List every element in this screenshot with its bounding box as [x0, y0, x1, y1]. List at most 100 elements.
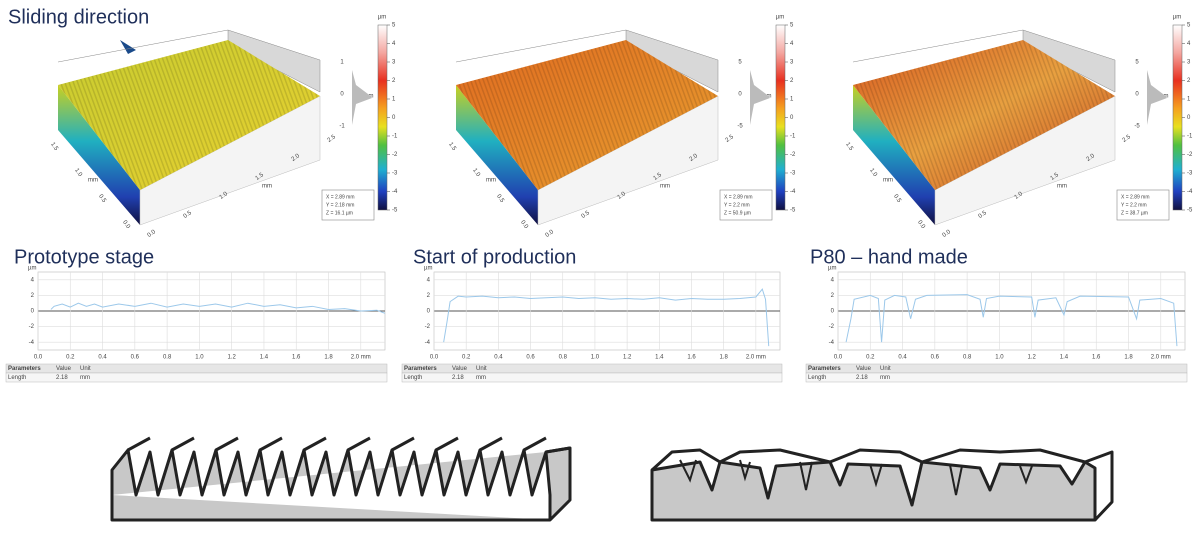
info-line: X = 2.89 mm — [326, 194, 354, 200]
colorbar-unit: µm — [776, 15, 784, 21]
surface-y-tick: 1.0 — [868, 168, 878, 179]
x-tick-label: 0.6 — [131, 355, 140, 361]
chart-title: Start of production — [413, 246, 576, 268]
table-header: Unit — [880, 366, 891, 372]
surface-z-tick: 5 — [738, 60, 742, 66]
surface-y-tick: 0.5 — [892, 194, 902, 205]
y-tick-label: 0 — [31, 309, 35, 315]
colorbar-tick-label: -2 — [392, 152, 398, 158]
surface-y-tick: 0.0 — [519, 220, 529, 231]
table-header: Unit — [80, 366, 91, 372]
colorbar-tick-label: 1 — [790, 97, 794, 103]
x-tick-label: 1.4 — [655, 355, 664, 361]
surface-x-tick: 0.5 — [183, 210, 194, 220]
surface-z-tick: 5 — [1135, 60, 1139, 66]
colorbar-tick-label: 4 — [1187, 41, 1191, 47]
info-line: X = 2.89 mm — [1121, 194, 1149, 200]
surface-x-tick: 2.5 — [725, 134, 736, 144]
colorbar-tick-label: 1 — [392, 97, 396, 103]
surface-x-unit: mm — [1057, 184, 1067, 190]
y-tick-label: -4 — [829, 340, 835, 346]
x-tick-label: 2.0 mm — [351, 355, 371, 361]
surface-z-tick: -5 — [1134, 124, 1140, 130]
info-line: X = 2.89 mm — [724, 194, 752, 200]
colorbar-tick-label: 5 — [1187, 23, 1191, 29]
colorbar-unit: µm — [378, 15, 386, 21]
x-tick-label: 1.4 — [1060, 355, 1069, 361]
x-tick-label: 1.0 — [995, 355, 1004, 361]
y-tick-label: -2 — [29, 324, 35, 330]
x-tick-label: 0.2 — [866, 355, 875, 361]
x-tick-label: 0.4 — [898, 355, 907, 361]
table-cell: mm — [880, 375, 890, 381]
surface-y-tick: 1.5 — [49, 142, 59, 153]
y-tick-label: 4 — [831, 277, 835, 283]
surface-y-tick: 0.0 — [121, 220, 131, 231]
table-cell: 2.18 — [452, 375, 464, 381]
x-tick-label: 1.0 — [195, 355, 204, 361]
colorbar-tick-label: 5 — [790, 23, 794, 29]
colorbar-tick-label: -4 — [790, 189, 796, 195]
figure: Sliding direction 1.51.00.50.0mm0.00.51.… — [0, 0, 1203, 533]
table-cell: 2.18 — [56, 375, 68, 381]
table-header: Value — [452, 366, 468, 372]
surface-y-tick: 0.5 — [97, 194, 107, 205]
colorbar-tick-label: 5 — [392, 23, 396, 29]
x-tick-label: 1.4 — [260, 355, 269, 361]
colorbar — [1173, 25, 1182, 210]
surface-x-tick: 0.0 — [147, 229, 158, 239]
x-tick-label: 1.2 — [623, 355, 632, 361]
surface-z-tick: -5 — [737, 124, 743, 130]
surface-y-unit: mm — [88, 178, 98, 184]
table-cell: mm — [80, 375, 90, 381]
profile-panel: Prototype stageµm-4-20240.00.20.40.60.81… — [6, 246, 387, 382]
colorbar-tick-label: 0 — [790, 115, 794, 121]
info-line: Z = 38.7 µm — [1121, 210, 1148, 216]
y-tick-label: 0 — [427, 309, 431, 315]
surface-x-tick: 2.5 — [1122, 134, 1133, 144]
x-tick-label: 0.2 — [462, 355, 471, 361]
colorbar-tick-label: -5 — [790, 208, 796, 214]
x-tick-label: 1.6 — [1092, 355, 1101, 361]
info-line: Y = 2.2 mm — [1121, 202, 1147, 208]
table-header: Parameters — [808, 366, 841, 372]
colorbar-tick-label: 3 — [1187, 60, 1191, 66]
y-tick-label: -2 — [829, 324, 835, 330]
colorbar-tick-label: -4 — [392, 189, 398, 195]
table-header: Value — [856, 366, 872, 372]
y-axis-label: µm — [828, 266, 836, 272]
colorbar-tick-label: 4 — [392, 41, 396, 47]
surface-panel: 1.51.00.50.0mm0.00.51.01.52.02.5mm50-5µm… — [844, 15, 1193, 239]
y-tick-label: 0 — [831, 309, 835, 315]
info-line: Z = 16.1 µm — [326, 210, 353, 216]
y-tick-label: 4 — [427, 277, 431, 283]
surface-y-tick: 1.5 — [844, 142, 854, 153]
colorbar-tick-label: 3 — [392, 60, 396, 66]
colorbar-tick-label: -5 — [392, 208, 398, 214]
x-tick-label: 2.0 mm — [1151, 355, 1171, 361]
colorbar — [378, 25, 387, 210]
x-tick-label: 0.2 — [66, 355, 75, 361]
y-tick-label: -4 — [425, 340, 431, 346]
colorbar-tick-label: 1 — [1187, 97, 1191, 103]
x-tick-label: 0.0 — [430, 355, 439, 361]
colorbar-tick-label: -3 — [1187, 171, 1193, 177]
table-header: Unit — [476, 366, 487, 372]
colorbar-tick-label: -4 — [1187, 189, 1193, 195]
colorbar-tick-label: -2 — [790, 152, 796, 158]
surface-panel: 1.51.00.50.0mm0.00.51.01.52.02.5mm10-1µm… — [49, 15, 398, 239]
surface-z-tick: 0 — [340, 92, 344, 98]
surface-z-tick: -1 — [339, 124, 345, 130]
surface-x-tick: 0.5 — [581, 210, 592, 220]
colorbar-tick-label: 4 — [790, 41, 794, 47]
schematic-random — [652, 450, 1112, 520]
colorbar-unit: µm — [1173, 15, 1181, 21]
surface-z-tick: 1 — [340, 60, 344, 66]
colorbar-tick-label: -3 — [392, 171, 398, 177]
height-histogram — [352, 70, 372, 125]
colorbar-tick-label: 0 — [1187, 115, 1191, 121]
surface-y-tick: 1.5 — [447, 142, 457, 153]
x-tick-label: 1.6 — [292, 355, 301, 361]
colorbar-tick-label: -3 — [790, 171, 796, 177]
info-line: Y = 2.18 mm — [326, 202, 354, 208]
